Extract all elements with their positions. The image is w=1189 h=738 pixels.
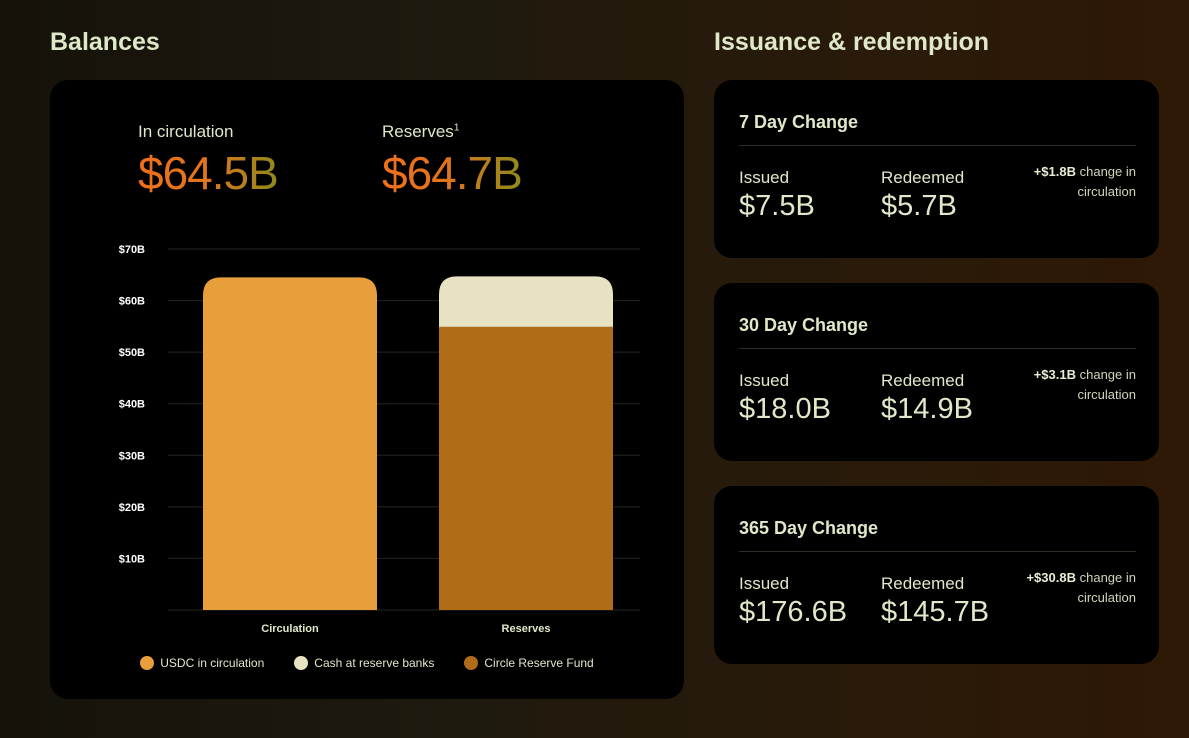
change-card: 30 Day Change Issued $18.0B Redeemed $14.9B +… <box>714 283 1159 461</box>
issuance-title: Issuance & redemption <box>714 28 990 56</box>
change-text: change in circulation <box>1077 570 1136 605</box>
issued-value: $18.0B <box>739 393 831 425</box>
change-card-title: 7 Day Change <box>739 112 859 132</box>
redeemed-label: Redeemed <box>881 371 965 390</box>
change-text: change in circulation <box>1077 164 1136 199</box>
change-note: +$1.8B change in circulation <box>996 162 1136 202</box>
bar-segment <box>439 326 613 610</box>
legend-item[interactable]: USDC in circulation <box>140 656 264 670</box>
legend-swatch <box>294 656 309 670</box>
legend-label: USDC in circulation <box>160 656 265 670</box>
change-card-title: 30 Day Change <box>739 315 869 335</box>
y-tick-label: $50B <box>119 347 145 359</box>
x-tick-label: Reserves <box>502 623 551 635</box>
issued-cell: Issued $176.6B <box>739 574 847 629</box>
change-card: 7 Day Change Issued $7.5B Redeemed $5.7B +$1.… <box>714 80 1159 258</box>
change-amount: +$1.8B <box>1033 164 1076 179</box>
reserves-stat: Reserves1 $64.7B <box>382 122 523 200</box>
x-tick-label: Circulation <box>261 623 319 635</box>
y-tick-label: $70B <box>119 244 145 256</box>
redeemed-cell: Redeemed $145.7B <box>881 574 989 629</box>
legend-item[interactable]: Cash at reserve banks <box>294 656 434 670</box>
issued-label: Issued <box>739 168 790 187</box>
redeemed-cell: Redeemed $5.7B <box>881 168 964 223</box>
legend-label: Circle Reserve Fund <box>484 656 594 670</box>
redeemed-value: $5.7B <box>881 190 957 222</box>
issued-value: $7.5B <box>739 190 815 222</box>
divider <box>739 551 1136 552</box>
divider <box>739 348 1136 349</box>
legend-swatch <box>464 656 479 670</box>
circulation-label: In circulation <box>138 122 234 141</box>
issued-value: $176.6B <box>739 596 848 628</box>
redeemed-value: $14.9B <box>881 393 973 425</box>
issued-cell: Issued $7.5B <box>739 168 815 223</box>
reserves-value: $64.7B <box>382 147 523 199</box>
reserves-footnote[interactable]: 1 <box>453 122 460 134</box>
redeemed-value: $145.7B <box>881 596 990 628</box>
circulation-value: $64.5B <box>138 147 279 199</box>
legend-label: Cash at reserve banks <box>314 656 435 670</box>
issued-label: Issued <box>739 371 790 390</box>
legend-swatch <box>140 656 155 670</box>
change-note: +$3.1B change in circulation <box>996 365 1136 405</box>
y-tick-label: $60B <box>119 296 145 308</box>
balances-title: Balances <box>50 28 160 56</box>
y-tick-label: $20B <box>119 502 145 514</box>
y-tick-label: $30B <box>119 450 145 462</box>
legend-item[interactable]: Circle Reserve Fund <box>464 656 594 670</box>
balances-card: In circulation $64.5B Reserves1 $64.7B $… <box>50 80 684 699</box>
y-tick-label: $40B <box>119 399 145 411</box>
issued-cell: Issued $18.0B <box>739 371 831 426</box>
bar-segment <box>439 276 613 327</box>
bar-segment <box>203 277 377 610</box>
change-note: +$30.8B change in circulation <box>996 568 1136 608</box>
change-card: 365 Day Change Issued $176.6B Redeemed $145.… <box>714 486 1159 664</box>
redeemed-cell: Redeemed $14.9B <box>881 371 973 426</box>
redeemed-label: Redeemed <box>881 574 965 593</box>
reserves-label-row: Reserves1 <box>382 122 522 142</box>
circulation-stat: In circulation $64.5B <box>138 122 279 200</box>
redeemed-label: Redeemed <box>881 168 965 187</box>
reserves-label: Reserves <box>382 122 454 141</box>
balances-bar-chart: $10B $20B $30B $40B $50B $60B $70B Circulation R… <box>119 244 640 635</box>
y-tick-label: $10B <box>119 553 145 565</box>
divider <box>739 145 1136 146</box>
change-amount: +$3.1B <box>1033 367 1076 382</box>
change-amount: +$30.8B <box>1026 570 1076 585</box>
change-card-title: 365 Day Change <box>739 518 879 538</box>
chart-legend: USDC in circulation Cash at reserve banks… <box>50 656 684 670</box>
issued-label: Issued <box>739 574 790 593</box>
change-text: change in circulation <box>1077 367 1136 402</box>
